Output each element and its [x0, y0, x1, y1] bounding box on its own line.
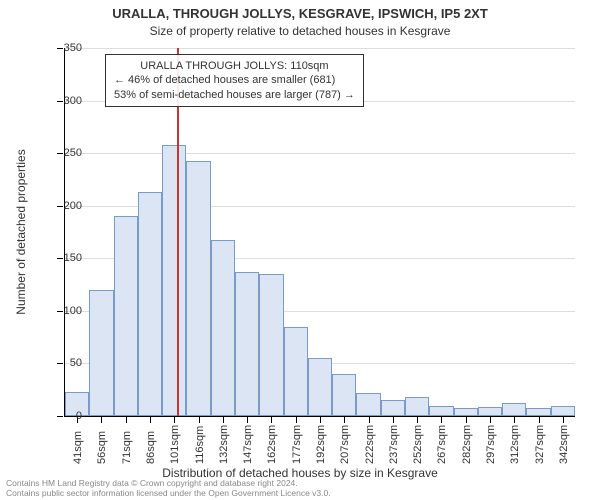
x-tick — [199, 417, 200, 423]
x-tick-label: 116sqm — [194, 426, 206, 464]
y-tick-label: 100 — [64, 305, 82, 317]
annotation-line-3: 53% of semi-detached houses are larger (… — [114, 88, 355, 102]
histogram-bar — [381, 400, 405, 416]
x-tick — [223, 417, 224, 423]
y-tick — [57, 206, 63, 207]
x-tick — [126, 417, 127, 423]
histogram-bar — [211, 240, 235, 416]
y-tick — [57, 416, 63, 417]
histogram-bar — [284, 327, 308, 416]
histogram-bar — [332, 374, 356, 416]
footer-text: Contains HM Land Registry data © Crown c… — [6, 479, 331, 498]
y-tick-label: 300 — [64, 95, 82, 107]
y-tick-label: 200 — [64, 200, 82, 212]
x-tick-label: 237sqm — [388, 425, 400, 464]
x-tick-label: 192sqm — [315, 425, 327, 464]
histogram-bar — [454, 408, 478, 416]
y-axis-title: Number of detached properties — [14, 149, 28, 314]
x-tick — [514, 417, 515, 423]
x-tick — [369, 417, 370, 423]
histogram-bar — [259, 274, 283, 416]
x-tick-label: 207sqm — [339, 425, 351, 464]
annotation-box: URALLA THROUGH JOLLYS: 110sqm ← 46% of d… — [105, 54, 364, 107]
x-tick — [271, 417, 272, 423]
histogram-bar — [356, 393, 380, 416]
y-tick — [57, 48, 63, 49]
x-tick-label: 41sqm — [72, 431, 84, 464]
histogram-bar — [502, 403, 526, 416]
histogram-bar — [186, 161, 210, 416]
x-tick-label: 132sqm — [218, 425, 230, 464]
x-tick — [490, 417, 491, 423]
x-tick-label: 56sqm — [96, 431, 108, 464]
x-tick — [101, 417, 102, 423]
y-tick — [57, 311, 63, 312]
histogram-bar — [478, 407, 502, 416]
x-tick — [320, 417, 321, 423]
y-tick — [57, 258, 63, 259]
x-tick-label: 252sqm — [412, 425, 424, 464]
x-tick — [466, 417, 467, 423]
x-tick-label: 282sqm — [461, 425, 473, 464]
x-tick-label: 342sqm — [558, 425, 570, 464]
x-tick — [417, 417, 418, 423]
title-main: URALLA, THROUGH JOLLYS, KESGRAVE, IPSWIC… — [0, 6, 600, 21]
y-tick — [57, 363, 63, 364]
y-tick-label: 150 — [64, 252, 82, 264]
x-tick — [296, 417, 297, 423]
y-tick — [57, 101, 63, 102]
x-tick-label: 267sqm — [436, 425, 448, 464]
x-tick — [150, 417, 151, 423]
y-tick-label: 250 — [64, 147, 82, 159]
histogram-bar — [405, 397, 429, 416]
histogram-bar — [235, 272, 259, 416]
histogram-bar — [114, 216, 138, 416]
histogram-bar — [429, 406, 453, 417]
annotation-line-1: URALLA THROUGH JOLLYS: 110sqm — [114, 59, 355, 73]
x-tick-label: 297sqm — [485, 425, 497, 464]
x-tick — [247, 417, 248, 423]
x-tick — [441, 417, 442, 423]
x-tick-label: 222sqm — [364, 425, 376, 464]
gridline — [65, 48, 575, 49]
x-tick — [539, 417, 540, 423]
title-sub: Size of property relative to detached ho… — [0, 24, 600, 38]
y-tick-label: 50 — [70, 357, 82, 369]
histogram-bar — [551, 406, 575, 417]
chart-container: URALLA, THROUGH JOLLYS, KESGRAVE, IPSWIC… — [0, 0, 600, 500]
y-tick-label: 0 — [76, 410, 82, 422]
x-tick-label: 71sqm — [121, 431, 133, 464]
x-tick — [174, 417, 175, 423]
x-tick-label: 162sqm — [266, 425, 278, 464]
y-tick-label: 350 — [64, 42, 82, 54]
x-tick-label: 147sqm — [242, 425, 254, 464]
annotation-line-2: ← 46% of detached houses are smaller (68… — [114, 73, 355, 87]
histogram-bar — [526, 408, 550, 416]
x-tick — [344, 417, 345, 423]
y-tick — [57, 153, 63, 154]
x-tick-label: 101sqm — [169, 425, 181, 464]
x-tick-label: 86sqm — [145, 431, 157, 464]
histogram-bar — [89, 290, 113, 416]
footer-line-2: Contains public sector information licen… — [6, 489, 331, 498]
histogram-bar — [138, 192, 162, 416]
x-tick-label: 177sqm — [291, 425, 303, 464]
x-tick — [563, 417, 564, 423]
histogram-bar — [162, 145, 186, 416]
x-tick-label: 327sqm — [534, 425, 546, 464]
x-tick — [393, 417, 394, 423]
gridline — [65, 153, 575, 154]
x-tick-label: 312sqm — [509, 425, 521, 464]
histogram-bar — [308, 358, 332, 416]
plot-area: URALLA THROUGH JOLLYS: 110sqm ← 46% of d… — [64, 48, 575, 417]
